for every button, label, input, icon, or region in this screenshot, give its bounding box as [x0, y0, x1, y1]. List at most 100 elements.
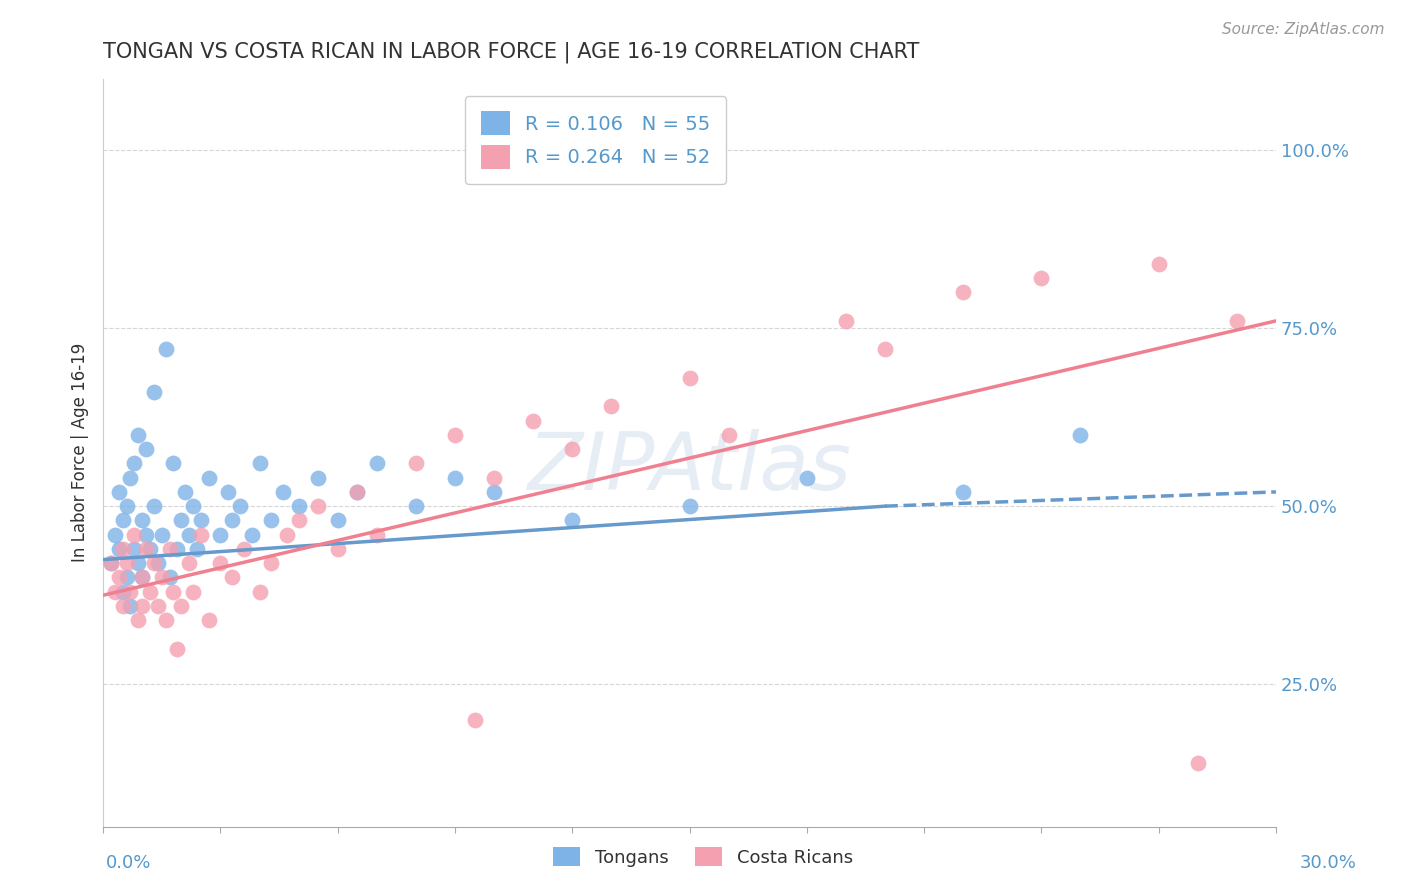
Point [107, 570, 129, 584]
Point [197, 613, 219, 627]
Point [522, 414, 544, 428]
Point [111, 599, 134, 613]
Text: TONGAN VS COSTA RICAN IN LABOR FORCE | AGE 16-19 CORRELATION CHART: TONGAN VS COSTA RICAN IN LABOR FORCE | A… [103, 42, 920, 63]
Point [111, 513, 134, 527]
Point [1147, 257, 1170, 271]
Point [131, 570, 153, 584]
Point [146, 556, 169, 570]
Point [186, 541, 208, 556]
Point [287, 499, 309, 513]
Point [131, 513, 153, 527]
Point [678, 499, 700, 513]
Point [1069, 428, 1091, 442]
Point [952, 285, 974, 300]
Point [120, 599, 142, 613]
Point [1226, 314, 1249, 328]
Point [111, 541, 134, 556]
Point [260, 556, 283, 570]
Point [482, 470, 505, 484]
Point [120, 470, 142, 484]
Point [179, 527, 201, 541]
Point [405, 499, 427, 513]
Point [107, 541, 129, 556]
Point [444, 470, 467, 484]
Point [142, 499, 165, 513]
Point [181, 499, 204, 513]
Point [232, 541, 254, 556]
Point [181, 584, 204, 599]
Point [229, 499, 252, 513]
Text: 0.0%: 0.0% [105, 855, 150, 872]
Point [366, 457, 388, 471]
Point [107, 484, 129, 499]
Point [190, 513, 212, 527]
Point [124, 541, 146, 556]
Point [115, 499, 138, 513]
Point [482, 484, 505, 499]
Point [326, 513, 349, 527]
Y-axis label: In Labor Force | Age 16-19: In Labor Force | Age 16-19 [72, 343, 89, 562]
Point [127, 613, 149, 627]
Point [135, 541, 157, 556]
Point [209, 527, 232, 541]
Point [115, 570, 138, 584]
Point [1187, 756, 1209, 770]
Point [796, 470, 818, 484]
Point [139, 584, 162, 599]
Point [150, 527, 173, 541]
Point [307, 470, 329, 484]
Point [287, 513, 309, 527]
Point [952, 484, 974, 499]
Point [170, 599, 193, 613]
Point [405, 457, 427, 471]
Point [179, 556, 201, 570]
Point [271, 484, 294, 499]
Point [678, 371, 700, 385]
Text: 30.0%: 30.0% [1301, 855, 1357, 872]
Point [170, 513, 193, 527]
Point [717, 428, 740, 442]
Point [104, 527, 127, 541]
Point [150, 570, 173, 584]
Point [366, 527, 388, 541]
Point [561, 442, 583, 457]
Point [159, 541, 181, 556]
Point [115, 556, 138, 570]
Point [135, 442, 157, 457]
Point [111, 584, 134, 599]
Point [162, 457, 184, 471]
Point [131, 570, 153, 584]
Text: Source: ZipAtlas.com: Source: ZipAtlas.com [1222, 22, 1385, 37]
Point [346, 484, 368, 499]
Point [135, 527, 157, 541]
Point [197, 470, 219, 484]
Point [142, 556, 165, 570]
Point [464, 713, 486, 727]
Point [127, 556, 149, 570]
Point [142, 385, 165, 400]
Point [249, 584, 271, 599]
Point [873, 343, 896, 357]
Point [146, 599, 169, 613]
Point [127, 428, 149, 442]
Point [120, 584, 142, 599]
Point [561, 513, 583, 527]
Point [159, 570, 181, 584]
Point [600, 400, 623, 414]
Point [155, 613, 177, 627]
Point [346, 484, 368, 499]
Point [124, 457, 146, 471]
Point [835, 314, 858, 328]
Point [240, 527, 263, 541]
Point [249, 457, 271, 471]
Point [307, 499, 329, 513]
Point [162, 584, 184, 599]
Point [166, 541, 188, 556]
Legend: Tongans, Costa Ricans: Tongans, Costa Ricans [546, 840, 860, 874]
Point [209, 556, 232, 570]
Point [190, 527, 212, 541]
Point [1031, 271, 1053, 285]
Point [221, 570, 243, 584]
Point [100, 556, 122, 570]
Text: ZIPAtlas: ZIPAtlas [527, 429, 852, 507]
